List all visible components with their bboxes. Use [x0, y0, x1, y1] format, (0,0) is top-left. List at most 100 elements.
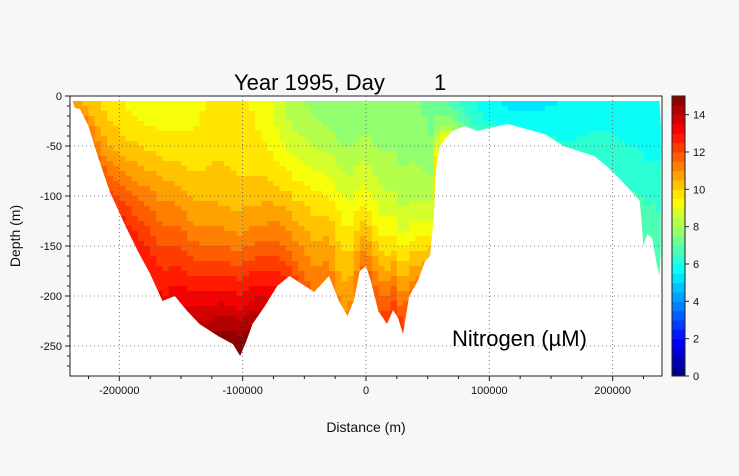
heatmap-cell: [403, 141, 410, 147]
heatmap-cell: [378, 221, 386, 227]
heatmap-cell: [119, 206, 127, 212]
heatmap-cell: [594, 111, 601, 117]
heatmap-cell: [384, 141, 392, 147]
heatmap-cell: [316, 166, 324, 172]
heatmap-cell: [242, 111, 250, 117]
heatmap-cell: [144, 181, 151, 187]
heatmap-cell: [218, 101, 225, 107]
heatmap-cell: [501, 111, 509, 117]
heatmap-cell: [248, 236, 256, 242]
heatmap-cell: [125, 201, 133, 207]
heatmap-cell: [199, 316, 207, 322]
heatmap-cell: [162, 291, 170, 297]
heatmap-cell: [403, 306, 410, 312]
heatmap-cell: [273, 111, 281, 117]
heatmap-cell: [181, 236, 188, 242]
heatmap-cell: [273, 216, 281, 222]
heatmap-cell: [218, 191, 225, 197]
heatmap-cell: [168, 181, 176, 187]
heatmap-cell: [378, 206, 386, 212]
heatmap-cell: [168, 241, 176, 247]
heatmap-cell: [347, 191, 355, 197]
heatmap-cell: [322, 171, 330, 177]
heatmap-cell: [347, 176, 355, 182]
heatmap-cell: [316, 151, 324, 157]
heatmap-cell: [224, 321, 231, 327]
heatmap-cell: [156, 161, 164, 167]
heatmap-cell: [415, 226, 423, 232]
heatmap-cell: [298, 131, 305, 137]
heatmap-cell: [353, 156, 361, 162]
heatmap-cell: [433, 151, 441, 157]
heatmap-cell: [261, 201, 268, 207]
heatmap-cell: [384, 171, 392, 177]
heatmap-cell: [594, 116, 601, 122]
heatmap-cell: [193, 261, 201, 267]
heatmap-cell: [359, 211, 367, 217]
heatmap-cell: [606, 136, 614, 142]
heatmap-cell: [483, 106, 490, 112]
heatmap-cell: [255, 281, 262, 287]
heatmap-cell: [230, 311, 238, 317]
heatmap-cell: [181, 136, 188, 142]
heatmap-cell: [174, 131, 182, 137]
heatmap-cell: [557, 116, 564, 122]
heatmap-cell: [322, 256, 330, 262]
heatmap-cell: [316, 246, 324, 252]
heatmap-cell: [372, 136, 379, 142]
heatmap-cell: [255, 271, 262, 277]
heatmap-cell: [211, 181, 219, 187]
heatmap-cell: [335, 161, 342, 167]
heatmap-cell: [273, 146, 281, 152]
heatmap-cell: [267, 136, 275, 142]
heatmap-cell: [150, 191, 157, 197]
heatmap-cell: [396, 151, 404, 157]
heatmap-cell: [181, 301, 188, 307]
heatmap-cell: [242, 131, 250, 137]
heatmap-cell: [193, 171, 201, 177]
heatmap-cell: [144, 141, 151, 147]
heatmap-cell: [156, 226, 164, 232]
heatmap-cell: [150, 151, 157, 157]
heatmap-cell: [409, 196, 416, 202]
heatmap-cell: [440, 126, 447, 132]
heatmap-cell: [267, 186, 275, 192]
heatmap-cell: [174, 266, 182, 272]
heatmap-cell: [236, 296, 244, 302]
heatmap-cell: [526, 106, 534, 112]
heatmap-cell: [304, 141, 312, 147]
heatmap-cell: [396, 316, 404, 322]
heatmap-cell: [427, 216, 435, 222]
heatmap-cell: [236, 301, 244, 307]
heatmap-cell: [156, 146, 164, 152]
heatmap-cell: [255, 291, 262, 297]
heatmap-cell: [273, 236, 281, 242]
heatmap-cell: [125, 116, 133, 122]
heatmap-cell: [174, 151, 182, 157]
heatmap-cell: [187, 101, 194, 107]
heatmap-cell: [218, 291, 225, 297]
heatmap-cell: [298, 206, 305, 212]
heatmap-cell: [199, 306, 207, 312]
heatmap-cell: [199, 186, 207, 192]
heatmap-cell: [415, 186, 423, 192]
heatmap-cell: [261, 136, 268, 142]
heatmap-cell: [396, 236, 404, 242]
heatmap-cell: [267, 201, 275, 207]
heatmap-cell: [329, 136, 336, 142]
heatmap-cell: [137, 231, 145, 237]
heatmap-cell: [150, 276, 157, 282]
heatmap-cell: [396, 191, 404, 197]
heatmap-cell: [107, 186, 114, 192]
heatmap-cell: [137, 171, 145, 177]
heatmap-cell: [131, 196, 139, 202]
heatmap-cell: [353, 116, 361, 122]
heatmap-cell: [304, 136, 312, 142]
heatmap-cell: [612, 106, 620, 112]
heatmap-cell: [427, 196, 435, 202]
heatmap-cell: [310, 106, 318, 112]
heatmap-cell: [162, 246, 170, 252]
heatmap-cell: [211, 236, 219, 242]
heatmap-cell: [248, 221, 256, 227]
heatmap-cell: [174, 136, 182, 142]
